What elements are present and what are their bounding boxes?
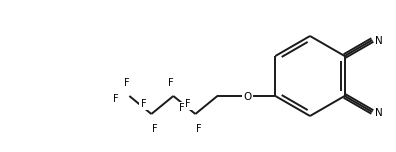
- Text: F: F: [124, 78, 129, 88]
- Text: F: F: [179, 103, 184, 113]
- Text: F: F: [196, 124, 201, 134]
- Text: F: F: [168, 78, 173, 88]
- Text: N: N: [375, 36, 383, 46]
- Text: F: F: [112, 94, 118, 104]
- Text: F: F: [185, 99, 190, 109]
- Text: O: O: [243, 92, 251, 102]
- Text: N: N: [375, 108, 383, 118]
- Text: F: F: [152, 124, 157, 134]
- Text: F: F: [141, 99, 146, 109]
